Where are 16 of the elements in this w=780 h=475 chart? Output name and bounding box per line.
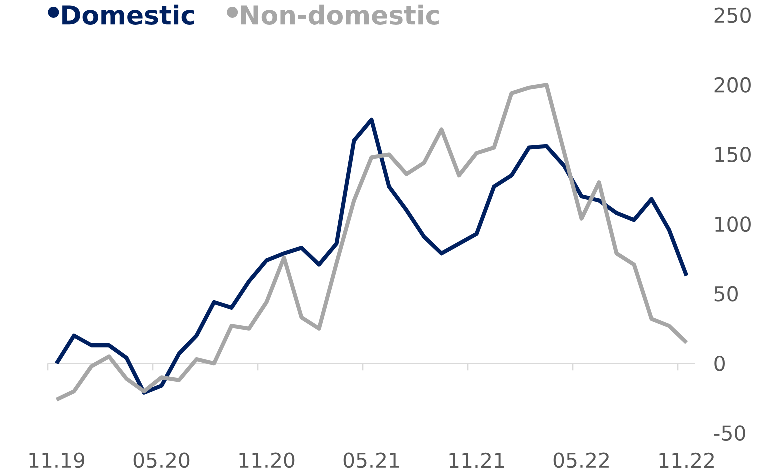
x-tick-label: 11.19: [30, 452, 85, 468]
x-tick-label: 05.22: [554, 452, 609, 468]
legend-label: Non-domestic: [241, 4, 439, 25]
y-tick-label: 250: [714, 8, 751, 24]
x-tick-label: 05.20: [134, 452, 190, 468]
x-tick-label: 11.20: [240, 452, 295, 468]
x-tick-label: 05.21: [344, 452, 400, 468]
legend-label: Domestic: [62, 4, 194, 25]
y-tick-label: -50: [714, 426, 746, 442]
y-tick-label: 50: [714, 286, 738, 302]
x-tick-label: 11.22: [660, 452, 714, 468]
y-tick-label: 150: [716, 147, 751, 162]
x-tick-label: 11.21: [450, 452, 504, 468]
y-tick-label: 0: [714, 356, 725, 372]
y-tick-label: 100: [716, 216, 751, 232]
y-tick-label: 200: [714, 77, 751, 93]
